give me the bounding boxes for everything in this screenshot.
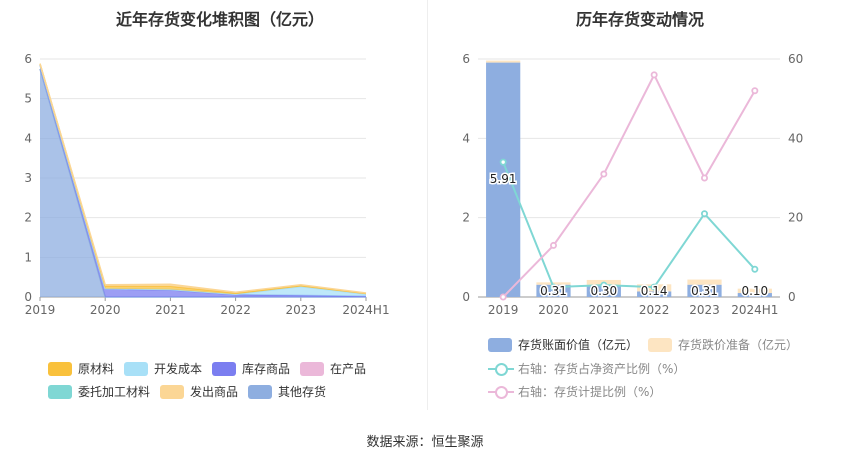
line-series (502, 161, 756, 289)
line-point (701, 174, 709, 182)
line-point (751, 87, 759, 95)
legend-item-book-value[interactable]: 存货账面价值（亿元） (488, 336, 638, 353)
line-point (751, 265, 759, 273)
line-series (502, 72, 756, 298)
x-tick-label: 2024H1 (731, 303, 778, 317)
bar-book-value (637, 291, 672, 297)
x-tick-label: 2021 (155, 303, 186, 317)
legend-swatch (300, 361, 324, 376)
area-band (40, 68, 366, 298)
y2-tick-label: 40 (788, 131, 803, 145)
legend-swatch (160, 384, 184, 399)
bar-data-label: 0.10 (741, 284, 768, 298)
legend-line-swatch (488, 385, 514, 399)
y-tick-label: 6 (24, 52, 32, 66)
bar-data-label: 0.14 (641, 284, 668, 298)
bar-data-label: 0.30 (590, 284, 617, 298)
x-tick-label: 2021 (589, 303, 620, 317)
x-tick-label: 2024H1 (342, 303, 389, 317)
legend-item-inventory-to-net-assets[interactable]: 右轴：存货占净资产比例（%） (488, 360, 685, 377)
bar-book-value (586, 285, 621, 297)
y2-tick-label: 60 (788, 52, 803, 66)
legend-label: 库存商品 (242, 362, 291, 376)
legend-line-swatch (488, 362, 514, 376)
legend-swatch (248, 384, 272, 399)
right-chart-title: 历年存货变动情况 (575, 10, 704, 29)
legend-label: 右轴：存货计提比例（%） (518, 385, 662, 399)
y-tick-label: 0 (462, 290, 470, 304)
left-chart-title: 近年存货变化堆积图（亿元） (115, 10, 324, 29)
x-tick-label: 2022 (639, 303, 670, 317)
bar-impairment (687, 279, 722, 285)
line-point (550, 241, 558, 249)
legend-label: 原材料 (78, 362, 115, 376)
legend-swatch (212, 361, 236, 376)
legend-label: 右轴：存货占净资产比例（%） (518, 362, 686, 376)
legend-swatch (648, 337, 672, 352)
y2-tick-label: 20 (788, 211, 803, 225)
line-point (550, 283, 558, 291)
bar-data-label: 5.91 (490, 172, 517, 186)
line-point (650, 71, 658, 79)
bar-book-value (536, 284, 571, 297)
legend-swatch (488, 337, 512, 352)
y-tick-label: 2 (462, 211, 470, 225)
bar-book-value (737, 293, 772, 297)
line-point (650, 283, 658, 291)
legend-swatch (48, 361, 72, 376)
y-tick-label: 0 (24, 290, 32, 304)
line-point (701, 210, 709, 218)
bar-data-label: 0.31 (540, 284, 567, 298)
legend-item-raw-material[interactable]: 原材料 (48, 360, 114, 377)
y-tick-label: 3 (24, 171, 32, 185)
legend-item-impairment-provision[interactable]: 存货跌价准备（亿元） (648, 336, 798, 353)
y-tick-label: 4 (24, 131, 32, 145)
legend-label: 存货跌价准备（亿元） (678, 338, 799, 352)
legend-label: 在产品 (330, 362, 367, 376)
x-tick-label: 2023 (689, 303, 720, 317)
x-tick-label: 2019 (25, 303, 56, 317)
legend-item-provision-ratio[interactable]: 右轴：存货计提比例（%） (488, 383, 661, 400)
legend-label: 委托加工材料 (78, 385, 151, 399)
bar-impairment (486, 60, 521, 63)
y-tick-label: 2 (24, 211, 32, 225)
bar-book-value (486, 62, 521, 297)
bar-data-label: 0.31 (691, 284, 718, 298)
legend-swatch (124, 361, 148, 376)
y-tick-label: 4 (462, 131, 470, 145)
legend-item-other-inventory[interactable]: 其他存货 (248, 383, 326, 400)
legend-label: 存货账面价值（亿元） (518, 338, 639, 352)
legend-item-development-cost[interactable]: 开发成本 (124, 360, 202, 377)
x-tick-label: 2023 (286, 303, 317, 317)
legend-label: 其他存货 (278, 385, 327, 399)
y-tick-label: 5 (24, 92, 32, 106)
legend-label: 发出商品 (190, 385, 239, 399)
legend-item-work-in-progress[interactable]: 在产品 (300, 360, 366, 377)
legend-label: 开发成本 (154, 362, 203, 376)
y-tick-label: 6 (462, 52, 470, 66)
data-source: 数据来源：恒生聚源 (366, 435, 484, 450)
x-tick-label: 2020 (538, 303, 569, 317)
bar-book-value (687, 284, 722, 297)
line-point (499, 158, 507, 166)
legend-item-consigned-materials[interactable]: 委托加工材料 (48, 383, 150, 400)
bar-impairment (536, 282, 571, 285)
bar-impairment (737, 288, 772, 294)
x-tick-label: 2020 (90, 303, 121, 317)
line-point (499, 293, 507, 301)
legend-item-goods-shipped[interactable]: 发出商品 (160, 383, 238, 400)
panel-divider (427, 0, 428, 410)
legend-swatch (48, 384, 72, 399)
x-tick-label: 2019 (488, 303, 519, 317)
line-point (600, 281, 608, 289)
area-top-line (39, 63, 367, 294)
x-tick-label: 2022 (220, 303, 251, 317)
line-point (600, 170, 608, 178)
legend-item-finished-goods[interactable]: 库存商品 (212, 360, 290, 377)
y-tick-label: 1 (24, 250, 32, 264)
y2-tick-label: 0 (788, 290, 796, 304)
